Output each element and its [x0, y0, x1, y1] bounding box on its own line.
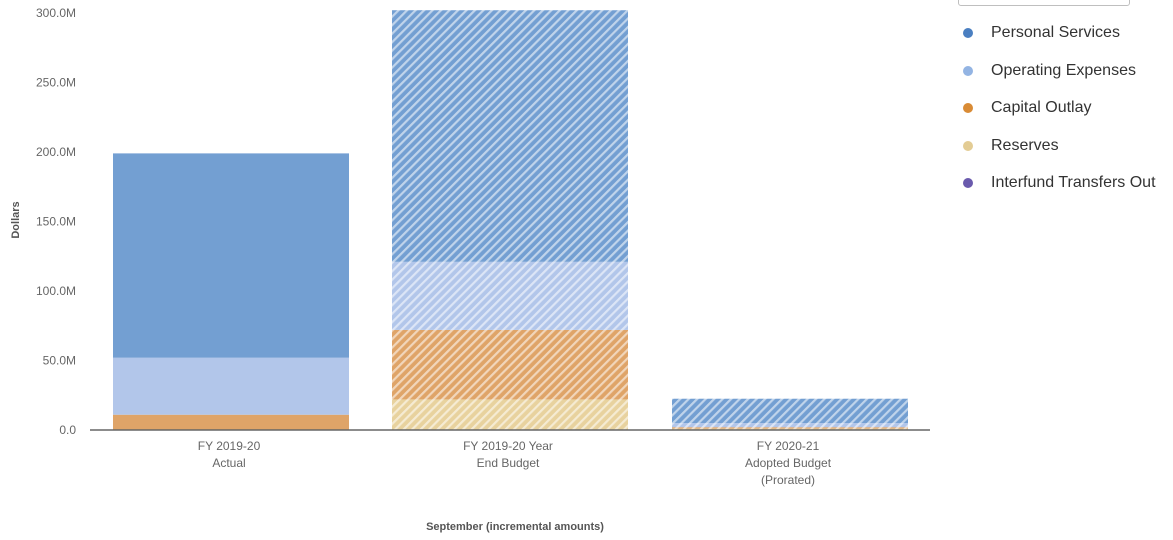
y-tick-label: 300.0M	[36, 6, 76, 20]
y-tick-label: 150.0M	[36, 215, 76, 229]
legend-dot-icon	[963, 178, 973, 188]
bar-segment[interactable]	[392, 399, 628, 430]
y-tick-label: 0.0	[59, 423, 76, 437]
bar-segment[interactable]	[672, 398, 908, 424]
bar-segment[interactable]	[392, 261, 628, 330]
y-tick-label: 50.0M	[43, 354, 76, 368]
stacked-bar-chart: 0.0 50.0M 100.0M 150.0M 200.0M 250.0M 300.0M F…	[10, 6, 930, 533]
legend-dot-icon	[963, 103, 973, 113]
legend-dot-icon	[963, 28, 973, 38]
y-axis-title: Dollars	[10, 201, 22, 238]
y-tick-label: 200.0M	[36, 145, 76, 159]
x-category-label: Adopted Budget	[745, 456, 832, 470]
legend-label: Operating Expenses	[991, 61, 1136, 79]
bar-segment[interactable]	[672, 427, 908, 429]
y-tick-label: 100.0M	[36, 284, 76, 298]
legend-item[interactable]: Operating Expenses	[958, 61, 1136, 81]
legend-item[interactable]: Reserves	[958, 136, 1059, 156]
bar-segment[interactable]	[392, 329, 628, 400]
x-category-label: FY 2019-20 Year	[463, 439, 553, 453]
x-category-label: (Prorated)	[761, 473, 815, 487]
y-axis-ticks: 0.0 50.0M 100.0M 150.0M 200.0M 250.0M 300.0M	[36, 6, 76, 437]
legend-label: Personal Services	[991, 24, 1120, 41]
legend-dropdown[interactable]	[958, 0, 1130, 6]
legend-item[interactable]: Capital Outlay	[958, 98, 1092, 118]
y-tick-label: 250.0M	[36, 76, 76, 90]
legend-label: Interfund Transfers Out	[991, 174, 1156, 191]
x-axis-title: September (incremental amounts)	[426, 521, 604, 533]
x-axis-category-labels: FY 2019-20 Actual FY 2019-20 Year End Budge…	[198, 439, 832, 487]
bar-segment[interactable]	[672, 423, 908, 428]
legend-item[interactable]: Personal Services	[958, 23, 1120, 43]
bar-segment[interactable]	[113, 153, 349, 358]
legend-item[interactable]: Interfund Transfers Out	[958, 173, 1156, 193]
legend-label: Capital Outlay	[991, 99, 1092, 116]
x-category-label: Actual	[212, 456, 245, 470]
legend-dot-icon	[963, 140, 973, 151]
x-category-label: FY 2020-21	[757, 439, 820, 453]
bar-segment[interactable]	[113, 414, 349, 430]
legend-dot-icon	[963, 65, 973, 76]
legend-label: Reserves	[991, 136, 1059, 154]
bar-segment[interactable]	[113, 357, 349, 415]
x-category-label: FY 2019-20	[198, 439, 261, 453]
bars-group	[113, 10, 908, 430]
x-category-label: End Budget	[477, 456, 540, 470]
bar-segment[interactable]	[392, 10, 628, 262]
